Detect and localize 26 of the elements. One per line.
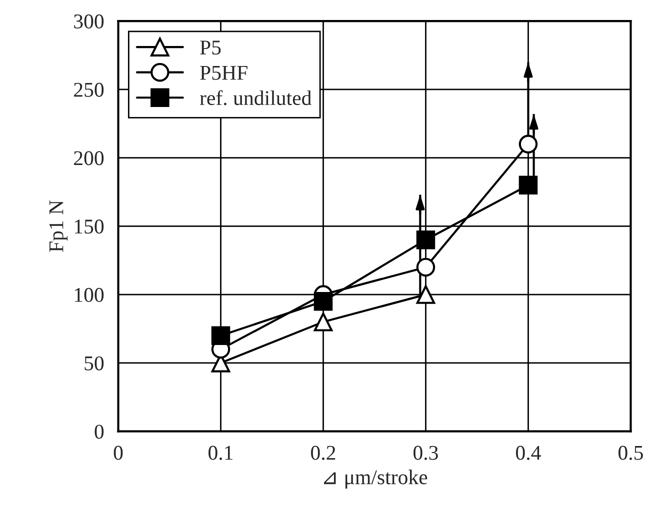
y-tick-label: 150 [74, 220, 104, 234]
x-tick-label: 0.3 [414, 446, 438, 460]
point [518, 134, 538, 154]
x-tick-label: 0.1 [208, 446, 233, 460]
y-axis-title: Fp1 N [49, 200, 68, 252]
y-tick-label: 100 [74, 288, 104, 302]
point [211, 326, 230, 345]
y-tick-label: 250 [74, 82, 104, 97]
point [314, 312, 333, 332]
point [518, 176, 538, 195]
legend-label: P5 [200, 40, 221, 55]
x-tick-label: 0.2 [311, 446, 336, 460]
x-tick-label: 0.4 [516, 446, 541, 460]
x-tick-label: 0.5 [618, 446, 643, 460]
y-tick-label: 200 [74, 151, 104, 166]
x-axis-title: ⊿ μm/stroke [324, 470, 428, 489]
y-tick-label: 0 [94, 424, 104, 439]
point [416, 285, 436, 304]
legend-label: ref. undiluted [200, 90, 312, 106]
y-tick-label: 50 [84, 356, 104, 370]
point [416, 258, 436, 277]
x-tick-label: 0 [114, 446, 123, 460]
point [416, 230, 436, 250]
y-tick-label: 300 [74, 14, 104, 28]
point [314, 292, 333, 311]
legend-label: P5HF [200, 66, 248, 80]
